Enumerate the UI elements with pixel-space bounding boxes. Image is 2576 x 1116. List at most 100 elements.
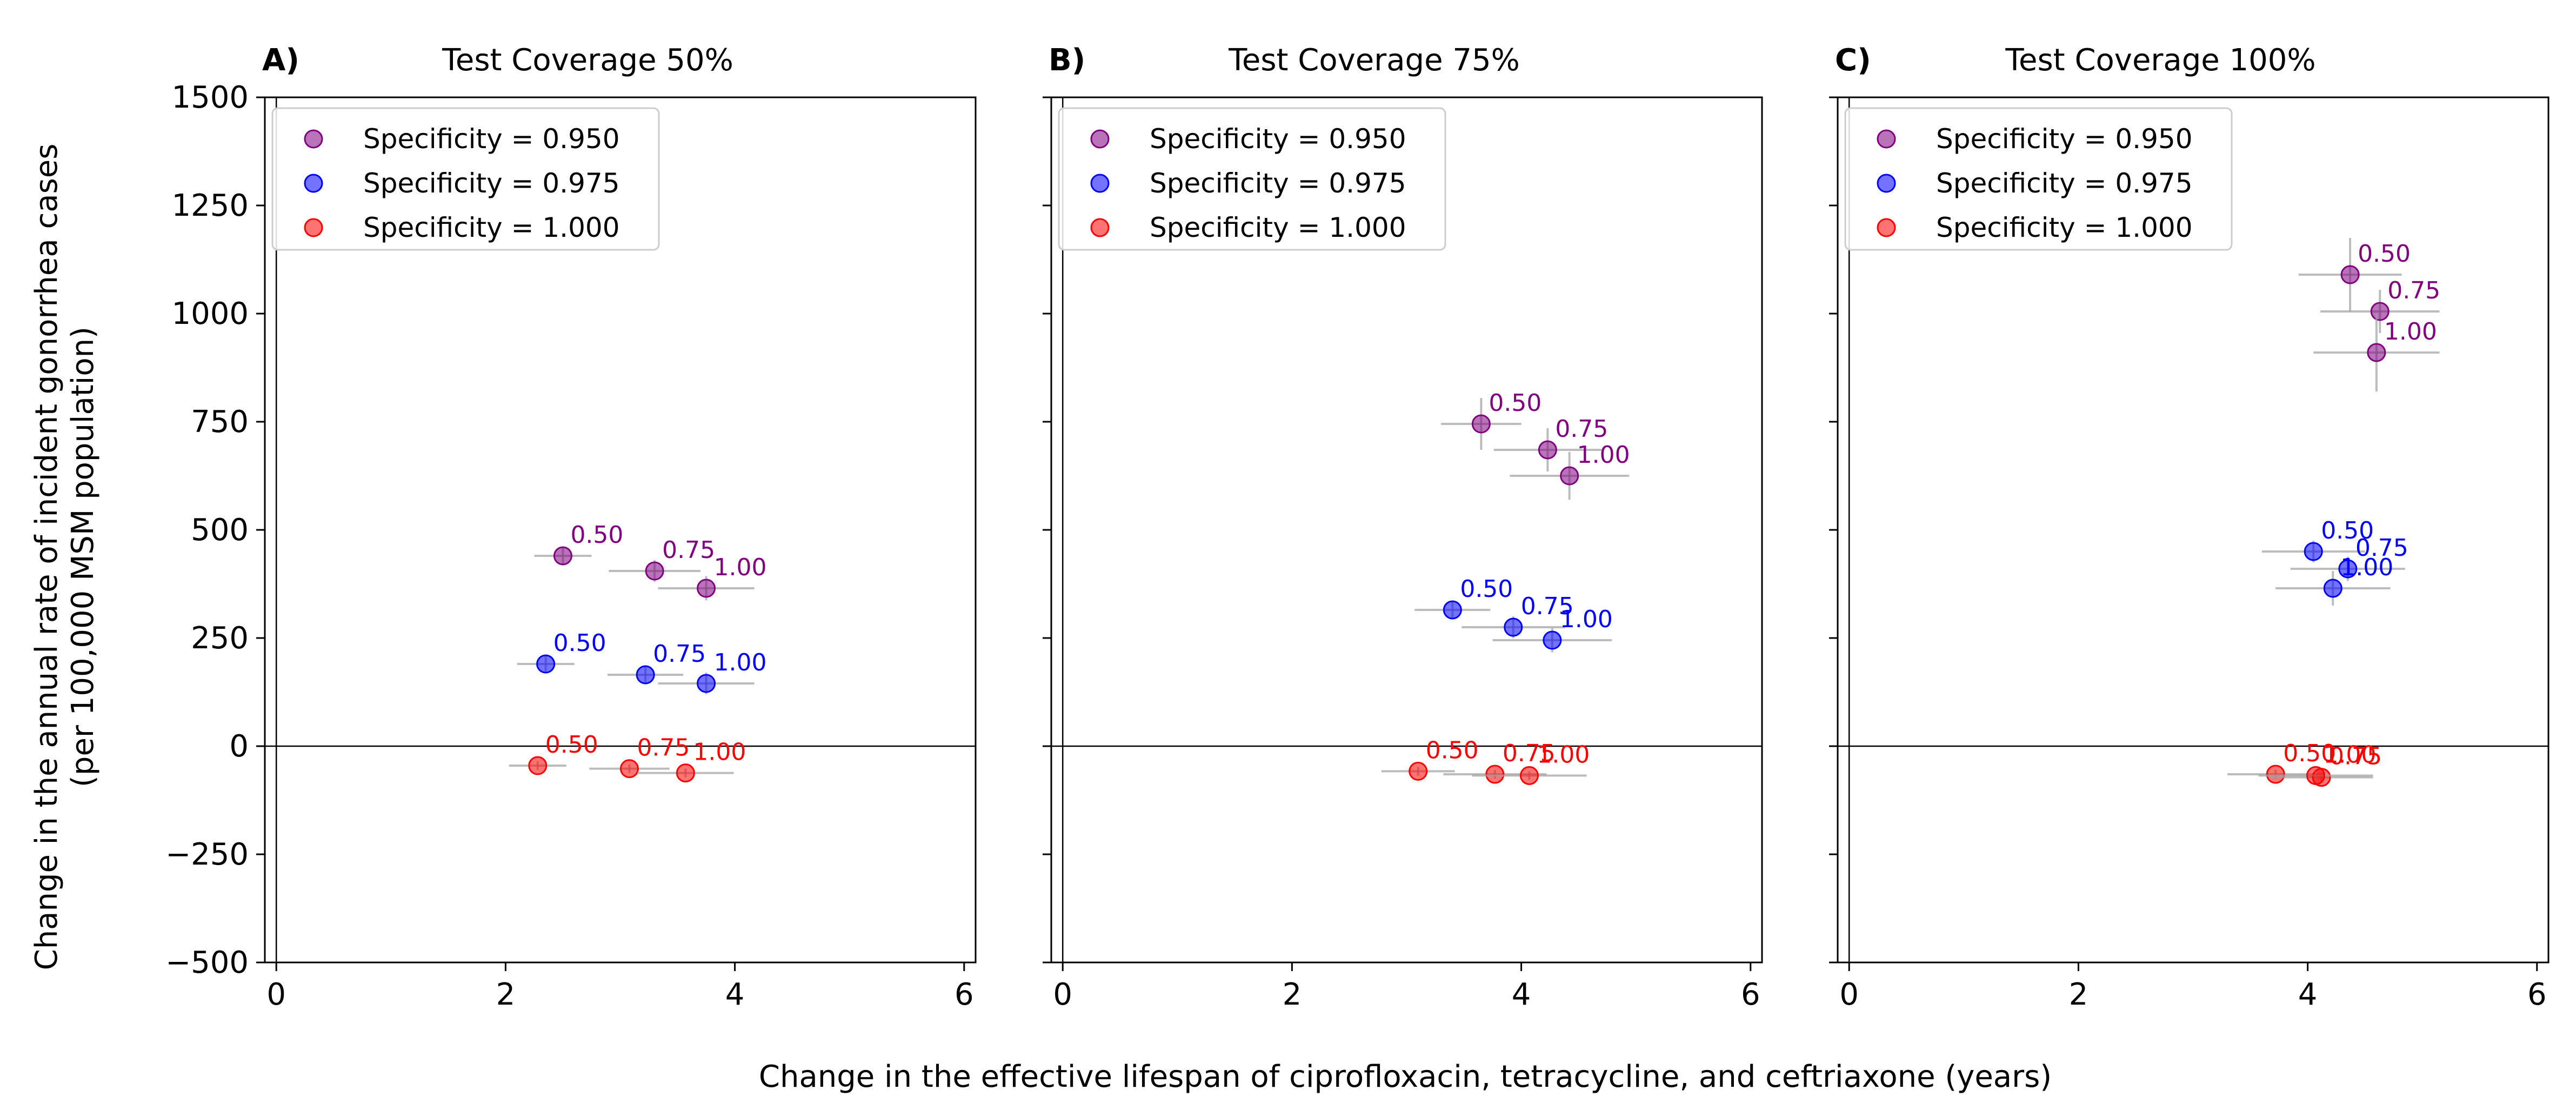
data-label: 1.00 [714,554,767,581]
data-label: 0.50 [1426,736,1479,764]
legend-marker [1877,218,1896,237]
data-point [1504,617,1523,637]
data-point [1409,761,1428,781]
y-tick-label: 1250 [171,188,249,223]
data-point [1471,414,1491,434]
series-2: 0.500.751.00 [2261,517,2408,606]
data-label: 0.50 [1489,389,1541,417]
y-tick-label: 250 [191,621,249,656]
plot-frame [264,96,977,964]
x-axis-label: Change in the effective lifespan of cipr… [759,1059,2052,1094]
data-label: 0.50 [545,731,598,759]
data-point [1538,440,1557,460]
legend-marker [1090,218,1110,237]
x-tick-label: 4 [725,977,745,1012]
data-point [2338,559,2358,579]
data-label: 0.75 [2355,534,2408,562]
data-point [2266,765,2285,784]
data-point [2306,766,2325,785]
legend-entry: Specificity = 1.000 [1936,212,2193,243]
panel-3: C) Test Coverage 100%0 2 4 60.500.751.000.50… [1829,43,2550,1012]
data-point [1560,466,1579,486]
data-point [2367,343,2386,362]
data-label: 0.50 [2283,740,2336,767]
data-label: 1.00 [693,739,746,766]
x-tick-label: 6 [1741,977,1760,1012]
x-tick-label: 2 [1283,977,1302,1012]
legend-box [1844,107,2233,251]
y-axis-label-line2: (per 100,000 MSM population) [65,327,101,787]
legend: Specificity = 0.950 Specificity = 0.975 Sp… [271,107,660,251]
data-point [619,759,639,779]
data-label: 0.75 [637,734,690,762]
data-point [1543,630,1562,650]
plot-frame [1837,96,2550,964]
panel-letter: B) [1049,43,1085,78]
legend-entry: Specificity = 0.950 [1150,123,1406,155]
legend-entry: Specificity = 0.950 [363,123,620,155]
data-point [636,665,655,685]
data-point [697,579,716,598]
x-tick-label: 0 [266,977,286,1012]
data-label: 0.75 [1521,593,1574,620]
data-label: 0.50 [553,629,606,657]
data-point [676,763,695,783]
legend-entry: Specificity = 1.000 [1150,212,1406,243]
panels: A) Test Coverage 50% 0 2 4 6 1500 1250 1000 750 50… [165,43,2550,1012]
x-tick-label: 0 [1053,977,1072,1012]
data-label: 0.75 [2387,277,2440,304]
legend-marker [304,218,323,237]
legend-box [1058,107,1446,251]
y-axis-label-line1: Change in the annual rate of incident go… [29,144,64,971]
series-1: 0.500.751.00 [1441,389,1630,500]
series-3: 0.50 0.751.00 [1381,736,1590,785]
plot-frame [1050,96,1763,964]
legend-marker [1877,174,1896,193]
series-1: 0.50 0.75 1.00 [2298,238,2440,391]
data-label: 1.00 [1537,741,1590,768]
data-point [2323,579,2343,598]
data-point [536,654,556,674]
legend-marker [1090,174,1110,193]
panel-letter: A) [262,43,299,78]
x-tick-label: 6 [955,977,974,1012]
panel-2: B) Test Coverage 75%0 2 4 60.500.751.000.500… [1043,43,1763,1012]
data-point [645,561,664,581]
x-tick-label: 4 [2298,977,2318,1012]
legend: Specificity = 0.950 Specificity = 0.975 Sp… [1058,107,1446,251]
legend-entry: Specificity = 0.975 [1150,168,1406,199]
data-label: 0.50 [2321,517,2374,544]
legend-marker [304,174,323,193]
data-label: 1.00 [714,649,767,676]
series-1: 0.500.751.00 [534,521,767,601]
x-tick-label: 4 [1512,977,1531,1012]
legend-marker [1877,129,1896,149]
legend-entry: Specificity = 0.950 [1936,123,2193,155]
data-label: 0.75 [653,640,706,668]
data-label: 1.00 [2323,741,2376,768]
legend-box [271,107,660,251]
series-3: 0.500.751.00 [2227,740,2382,787]
data-label: 1.00 [2340,554,2393,581]
data-point [553,546,572,566]
data-label: 0.75 [1503,740,1556,767]
x-tick-label: 6 [2527,977,2547,1012]
series-2: 0.500.751.00 [1414,575,1613,653]
legend-entry: Specificity = 1.000 [363,212,620,243]
data-point [528,756,548,775]
panel-1: A) Test Coverage 50% 0 2 4 6 1500 1250 1000 750 50… [165,43,977,1012]
y-tick-label: 500 [191,513,249,548]
y-tick-label: 0 [229,729,249,764]
data-point [2340,265,2360,284]
data-label: 0.75 [1555,415,1608,443]
series-2: 0.50 0.75 1.00 [517,629,767,694]
data-point [2304,542,2323,561]
data-label: 1.00 [2384,318,2437,346]
data-label: 0.50 [2358,240,2411,268]
legend-marker [1090,129,1110,149]
y-tick-label: 1000 [171,296,249,331]
y-tick-label: 1500 [171,80,249,115]
data-point [1443,600,1462,620]
